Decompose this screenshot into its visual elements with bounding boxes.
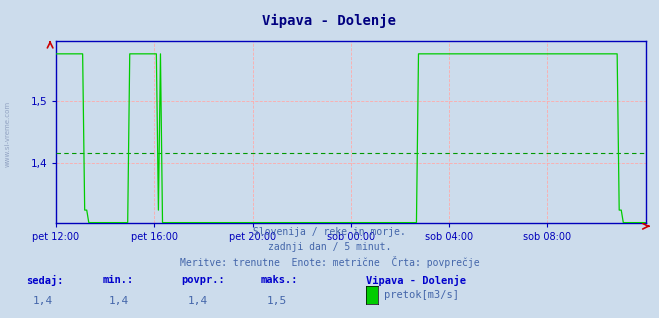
Text: povpr.:: povpr.: [181, 275, 225, 285]
Text: 1,5: 1,5 [267, 296, 287, 306]
Text: maks.:: maks.: [260, 275, 298, 285]
Text: 1,4: 1,4 [188, 296, 208, 306]
Text: zadnji dan / 5 minut.: zadnji dan / 5 minut. [268, 242, 391, 252]
Text: Vipava - Dolenje: Vipava - Dolenje [366, 275, 466, 286]
Text: min.:: min.: [102, 275, 133, 285]
Text: www.si-vreme.com: www.si-vreme.com [5, 100, 11, 167]
Text: Slovenija / reke in morje.: Slovenija / reke in morje. [253, 227, 406, 237]
Text: 1,4: 1,4 [109, 296, 129, 306]
Text: pretok[m3/s]: pretok[m3/s] [384, 290, 459, 300]
Text: sedaj:: sedaj: [26, 275, 64, 286]
Text: Meritve: trenutne  Enote: metrične  Črta: povprečje: Meritve: trenutne Enote: metrične Črta: … [180, 256, 479, 268]
Text: Vipava - Dolenje: Vipava - Dolenje [262, 14, 397, 29]
Text: 1,4: 1,4 [33, 296, 53, 306]
